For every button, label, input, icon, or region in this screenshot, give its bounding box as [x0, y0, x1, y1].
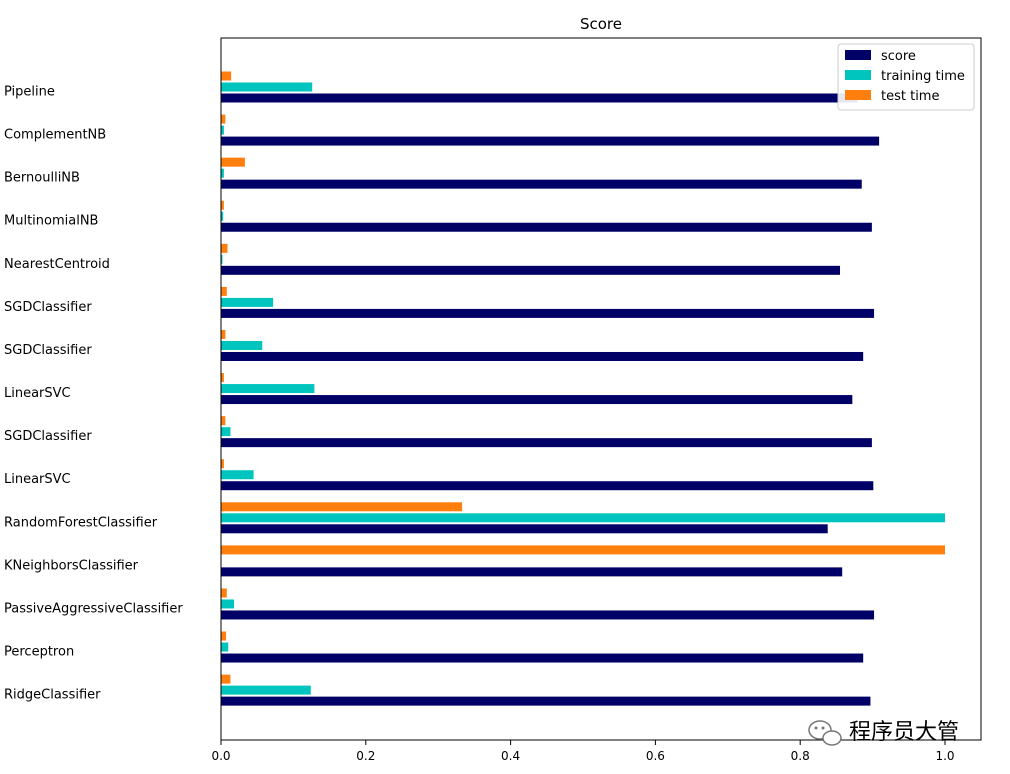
bar-test-time — [221, 373, 224, 383]
category-label: Pipeline — [4, 85, 55, 100]
watermark-text: 程序员大管 — [849, 720, 959, 745]
category-label: RidgeClassifier — [4, 688, 101, 703]
category-label: RandomForestClassifier — [4, 515, 158, 530]
bar-score — [221, 610, 875, 620]
bar-test-time — [221, 545, 945, 555]
bar-training-time — [221, 513, 945, 523]
category-label: SGDClassifier — [4, 343, 92, 358]
bar-score — [221, 351, 864, 361]
legend-label: test time — [881, 89, 939, 104]
bar-score — [221, 438, 872, 448]
bar-test-time — [221, 416, 226, 426]
wechat-icon — [808, 720, 842, 746]
legend-swatch — [845, 70, 871, 80]
bar-score — [221, 308, 875, 318]
x-tick-label: 0.4 — [501, 749, 520, 763]
legend: score training time test time — [837, 43, 975, 111]
bar-score — [221, 179, 862, 189]
bar-score — [221, 653, 864, 663]
legend-swatch — [845, 50, 871, 60]
x-tick-label: 0.0 — [211, 749, 230, 763]
bar-test-time — [221, 114, 226, 124]
category-labels: Pipeline ComplementNB BernoulliNB Multinomi… — [4, 85, 183, 703]
bar-training-time — [221, 82, 313, 92]
bar-score — [221, 696, 871, 706]
bar-score — [221, 265, 841, 275]
bar-score — [221, 222, 872, 232]
bar-test-time — [221, 71, 232, 81]
bar-training-time — [221, 168, 224, 178]
category-label: SGDClassifier — [4, 429, 92, 444]
bar-score — [221, 524, 828, 534]
bar-score — [221, 136, 880, 146]
bar-group — [221, 71, 945, 706]
bar-test-time — [221, 243, 228, 253]
bar-test-time — [221, 157, 245, 167]
legend-swatch — [845, 90, 871, 100]
bar-score — [221, 93, 858, 103]
bar-training-time — [221, 297, 274, 307]
category-label: ComplementNB — [4, 128, 106, 143]
bar-test-time — [221, 631, 227, 641]
bar-test-time — [221, 200, 224, 210]
bar-training-time — [221, 340, 263, 350]
x-tick-label: 1.0 — [935, 749, 954, 763]
x-tick-label: 0.6 — [646, 749, 665, 763]
category-label: NearestCentroid — [4, 257, 110, 272]
bar-test-time — [221, 459, 224, 469]
category-label: LinearSVC — [4, 386, 71, 401]
category-label: LinearSVC — [4, 472, 71, 487]
bar-test-time — [221, 588, 227, 598]
bar-training-time — [221, 427, 231, 437]
bar-training-time — [221, 254, 223, 264]
legend-box — [837, 43, 975, 111]
bar-training-time — [221, 470, 254, 480]
bar-test-time — [221, 502, 463, 512]
bar-training-time — [221, 384, 315, 394]
x-tick-label: 0.2 — [356, 749, 375, 763]
legend-label: training time — [881, 69, 965, 84]
watermark: 程序员大管 — [808, 720, 959, 746]
bar-test-time — [221, 286, 227, 296]
bar-training-time — [221, 642, 229, 652]
category-label: BernoulliNB — [4, 171, 80, 186]
bar-score — [221, 481, 874, 491]
chart-title: Score — [580, 15, 622, 33]
legend-label: score — [881, 49, 916, 64]
x-axis: 0.0 0.2 0.4 0.6 0.8 1.0 — [211, 740, 955, 763]
bar-training-time — [221, 125, 224, 135]
category-label: PassiveAggressiveClassifier — [4, 601, 183, 616]
bar-training-time — [221, 211, 224, 221]
bar-test-time — [221, 329, 226, 339]
category-label: SGDClassifier — [4, 300, 92, 315]
category-label: KNeighborsClassifier — [4, 558, 139, 573]
bar-training-time — [221, 685, 311, 695]
bar-test-time — [221, 674, 231, 684]
category-label: Perceptron — [4, 645, 74, 660]
bar-score — [221, 395, 853, 405]
plot-frame — [220, 37, 982, 741]
bar-training-time — [221, 599, 235, 609]
x-tick-label: 0.8 — [791, 749, 810, 763]
category-label: MultinomialNB — [4, 214, 98, 229]
bar-score — [221, 567, 843, 577]
